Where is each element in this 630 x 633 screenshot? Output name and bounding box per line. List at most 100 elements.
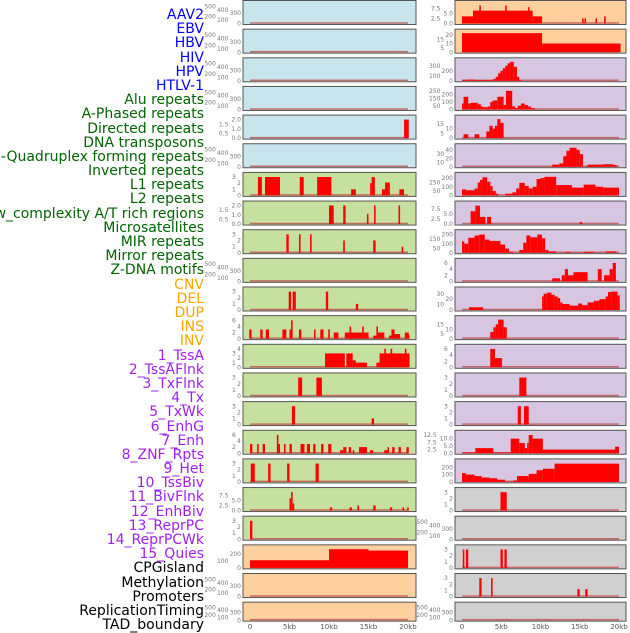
data-bar [346,353,352,367]
y-tick-label: 2 [237,524,241,531]
y-tick-label: 2 [237,238,241,245]
data-bar [466,190,475,195]
data-bar [556,185,572,195]
data-bar [373,240,375,252]
data-bar [480,180,482,196]
y-tick-label: 0 [449,78,453,85]
y-tick-label: 400 [217,607,229,614]
left-panel-0 [243,1,416,25]
y-tick-label: 7.5 [427,439,437,446]
data-bar [402,247,404,253]
data-bar [490,332,493,339]
data-bar [466,549,468,567]
data-bar [462,16,473,23]
y-tick-label: 400 [217,64,229,71]
data-bar [310,234,312,252]
data-bar [615,447,619,454]
data-bar [299,234,301,252]
y-tick-label: 1 [444,559,448,566]
right-panel-17 [455,488,626,512]
data-bar [466,475,475,482]
data-bar [378,333,384,339]
data-bar [588,165,604,167]
data-bar [500,549,502,567]
data-bar [604,16,606,23]
data-bar [537,179,541,195]
data-bar [328,444,331,453]
y-tick-label: 0 [449,107,453,114]
data-bar [594,301,599,310]
data-bar [362,326,364,338]
data-bar [572,188,584,196]
data-bar [392,447,394,453]
right-panel-21 [455,602,626,621]
left-panel-9 [243,258,416,282]
x-tick-label: 15kb [360,623,378,630]
data-bar [359,447,367,453]
y-tick-label: 15 [436,121,444,128]
x-tick-label: 10kb [532,623,550,630]
data-bar [320,329,323,338]
data-bar [293,503,295,510]
data-bar [604,275,609,281]
data-bar [462,241,464,252]
data-bar [326,292,328,310]
y-tick-label: 0 [237,565,241,572]
data-bar [575,272,588,281]
y-tick-label: 3 [444,489,448,496]
data-bar [329,549,369,568]
y-tick-label: 200 [442,68,454,75]
data-bar [376,326,378,338]
x-tick-label: 10kb [320,623,338,630]
y-tick-label: 0 [237,164,241,171]
y-tick-label: 400 [429,607,441,614]
y-tick-label: 100 [217,103,229,110]
data-bar [580,154,583,167]
right-panel-19 [455,545,626,569]
y-tick-label: 0 [237,107,241,114]
y-tick-label: 300 [230,583,242,590]
data-bar [560,302,562,310]
data-bar [479,578,481,596]
left-panel-20 [243,574,416,598]
y-tick-label: 0 [237,278,241,285]
data-bar [613,263,616,281]
data-bar [468,103,470,109]
data-bar [506,91,512,110]
data-bar [498,73,500,81]
y-tick-label: 1 [232,301,236,308]
y-tick-label: 300 [442,610,454,617]
data-bar [500,71,502,81]
data-bar [314,329,316,338]
y-tick-label: 400 [217,580,229,587]
data-bar [493,453,510,454]
y-tick-label: 200 [416,529,428,536]
data-bar [588,302,594,310]
data-bar [373,336,376,339]
data-bar [257,444,259,453]
data-bar [500,123,503,138]
left-panel-13 [243,373,416,397]
data-bar [491,578,493,596]
y-tick-label: 0 [237,307,241,314]
y-tick-label: 200 [416,612,428,619]
y-tick-label: 2 [232,444,236,451]
y-tick-label: 1 [232,387,236,394]
data-bar [512,192,516,195]
data-bar [504,327,507,338]
y-tick-label: 400 [217,150,229,157]
y-tick-label: 6 [232,317,236,324]
y-tick-label: 500 [204,3,216,10]
data-bar [372,177,375,195]
y-tick-label: 100 [217,615,229,622]
y-tick-label: 0 [237,594,241,601]
y-tick-label: 3 [444,575,448,582]
data-bar [617,295,619,310]
y-tick-label: 200 [204,14,216,21]
data-bar [489,126,492,138]
y-tick-label: 10 [445,126,453,133]
data-bar [515,108,517,109]
data-bar [584,185,596,196]
data-bar [525,186,529,196]
y-tick-label: 2 [237,180,241,187]
